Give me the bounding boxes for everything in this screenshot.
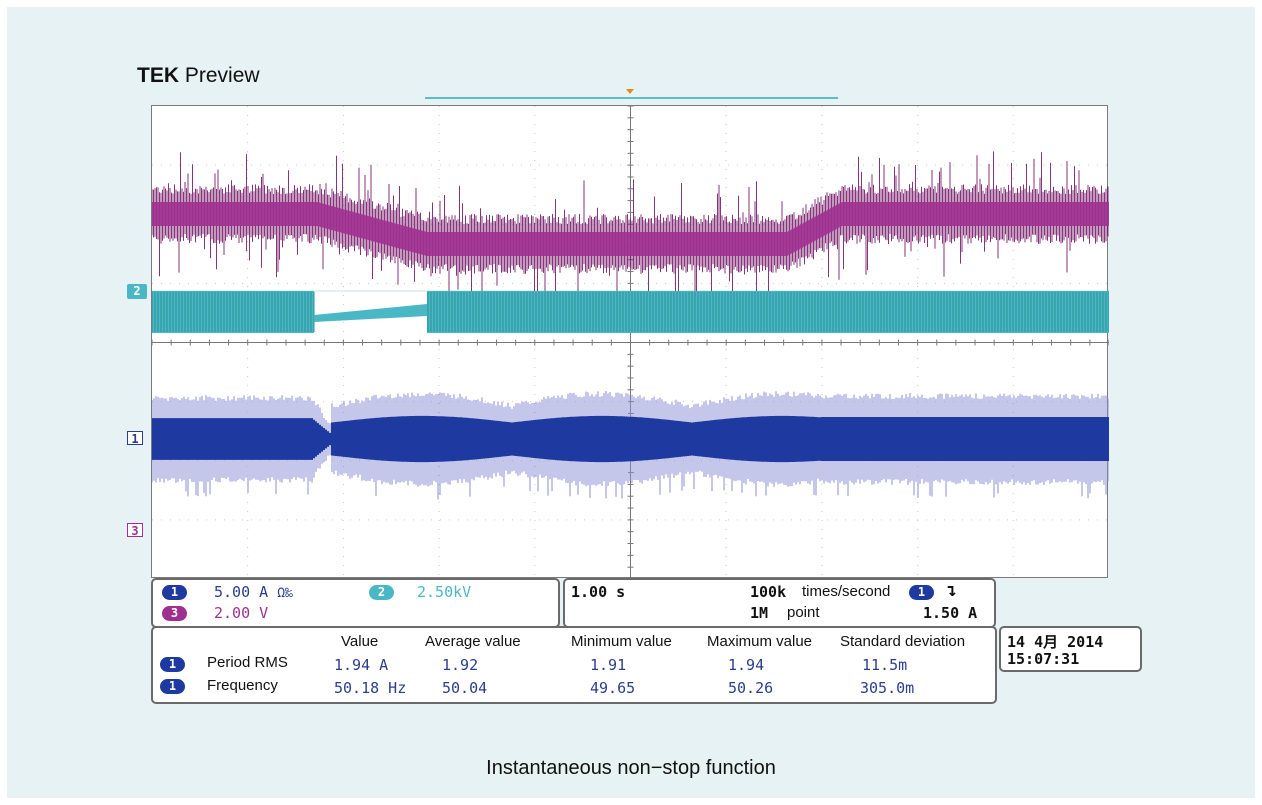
ch2-scale[interactable]: 2.50kV xyxy=(417,583,471,601)
row2-minimum: 49.65 xyxy=(590,679,635,697)
row1-stddev: 11.5m xyxy=(862,656,907,674)
row1-label: Period RMS xyxy=(207,654,288,671)
time-display: 15:07:31 xyxy=(1007,650,1079,668)
row2-stddev: 305.0m xyxy=(860,679,914,697)
record-length-value: 1M xyxy=(750,604,768,622)
trigger-position-bar xyxy=(425,97,838,99)
ch3-scale[interactable]: 2.00 V xyxy=(214,604,268,622)
row1-maximum: 1.94 xyxy=(728,656,764,674)
header-stddev: Standard deviation xyxy=(840,633,965,650)
ch3-badge[interactable]: 3 xyxy=(162,606,187,621)
ch1-waveform xyxy=(152,416,1108,462)
falling-edge-icon[interactable]: ↴ xyxy=(946,580,957,601)
row1-minimum: 1.91 xyxy=(590,656,626,674)
row1-value: 1.94 A xyxy=(334,656,388,674)
waveform-display xyxy=(151,105,1108,578)
row1-average: 1.92 xyxy=(442,656,478,674)
channel-scale-panel: 1 5.00 A Ω‰ 2 2.50kV 3 2.00 V xyxy=(151,578,560,628)
title-brand: TEK xyxy=(137,64,179,87)
time-per-division[interactable]: 1.00 s xyxy=(571,583,625,601)
header-maximum: Maximum value xyxy=(707,633,812,650)
ch1-scale[interactable]: 5.00 A Ω‰ xyxy=(214,583,293,601)
row1-channel-badge: 1 xyxy=(160,657,185,672)
header-average: Average value xyxy=(425,633,521,650)
ch2-interrupt-ramp xyxy=(314,304,427,322)
title-rest: Preview xyxy=(185,64,260,87)
ch1-ground-marker[interactable]: 1 xyxy=(127,431,143,445)
waveform-canvas xyxy=(152,106,1109,579)
row2-channel-badge: 1 xyxy=(160,679,185,694)
header-value: Value xyxy=(341,633,378,650)
header-minimum: Minimum value xyxy=(571,633,672,650)
sample-rate-unit: times/second xyxy=(802,583,890,600)
sample-rate-value: 100k xyxy=(750,583,786,601)
ch1-badge[interactable]: 1 xyxy=(162,585,187,600)
trigger-position-marker[interactable] xyxy=(626,89,634,94)
row2-value: 50.18 Hz xyxy=(334,679,406,697)
datetime-panel: 14 4月 2014 15:07:31 xyxy=(999,626,1142,672)
ch1-scale-value: 5.00 A xyxy=(214,583,268,601)
row2-label: Frequency xyxy=(207,677,278,694)
ch2-ground-marker[interactable]: 2 xyxy=(127,284,147,299)
ch3-ground-marker[interactable]: 3 xyxy=(127,523,143,537)
horizontal-trigger-panel: 1.00 s 100k times/second 1 ↴ 1M point 1.… xyxy=(563,578,996,628)
row2-average: 50.04 xyxy=(442,679,487,697)
record-length-unit: point xyxy=(787,604,820,621)
page-title: TEK Preview xyxy=(137,64,260,88)
measurement-panel: Value Average value Minimum value Maximu… xyxy=(151,626,997,704)
ch2-badge[interactable]: 2 xyxy=(369,585,394,600)
figure-caption: Instantaneous non−stop function xyxy=(0,757,1262,780)
trigger-source-badge[interactable]: 1 xyxy=(909,585,934,600)
ch1-coupling-label: Ω‰ xyxy=(277,586,293,601)
row2-maximum: 50.26 xyxy=(728,679,773,697)
date-display: 14 4月 2014 xyxy=(1007,631,1103,652)
trigger-level[interactable]: 1.50 A xyxy=(923,604,977,622)
